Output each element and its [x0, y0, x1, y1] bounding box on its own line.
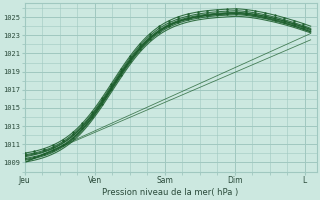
- X-axis label: Pression niveau de la mer( hPa ): Pression niveau de la mer( hPa ): [102, 188, 239, 197]
